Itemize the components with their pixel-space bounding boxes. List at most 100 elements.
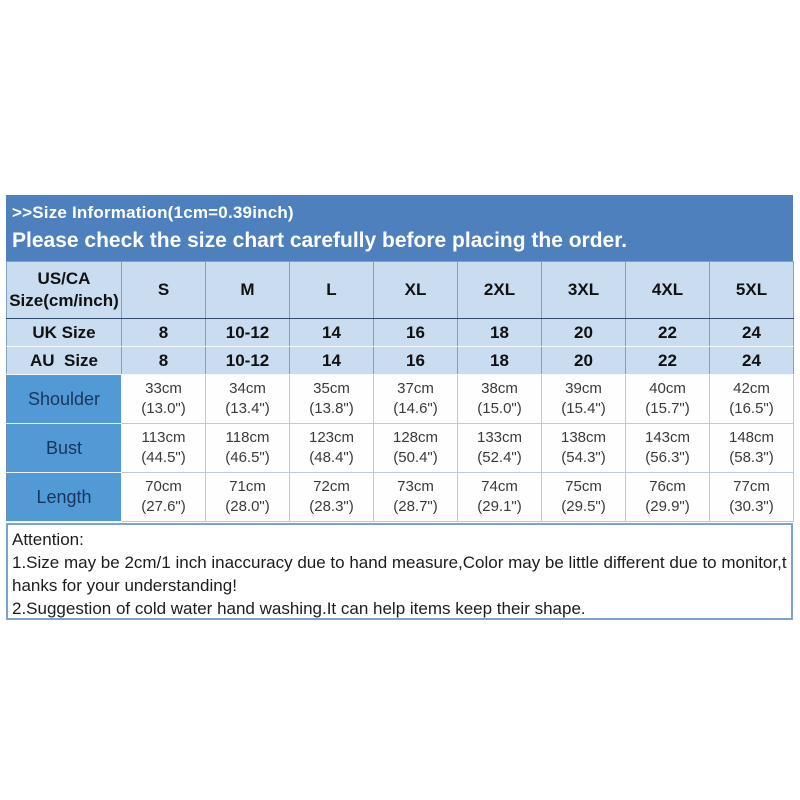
measure-cm: 148cm <box>728 429 775 446</box>
size-cell: 16 <box>373 318 458 347</box>
measure-cm: 113cm <box>141 429 186 446</box>
size-cell: 24 <box>709 318 794 347</box>
measure-cm: 35cm <box>313 380 350 397</box>
size-cell: 24 <box>709 346 794 375</box>
measure-cell: 74cm (29.1") <box>457 472 542 522</box>
measure-cell: 143cm (56.3") <box>625 423 710 473</box>
measure-cell: 37cm (14.6") <box>373 374 458 424</box>
size-cell: 16 <box>373 346 458 375</box>
measure-inch: (56.3") <box>645 449 690 466</box>
measure-cm: 128cm <box>392 429 439 446</box>
measure-inch: (29.9") <box>645 498 690 515</box>
measure-cm: 133cm <box>476 429 523 446</box>
size-information-title: >>Size Information(1cm=0.39inch) <box>12 203 294 222</box>
bust-row: Bust 113cm (44.5") 118cm (46.5") 123cm (48.… <box>6 423 794 473</box>
measure-cell: 35cm (13.8") <box>289 374 374 424</box>
measure-cell: 118cm (46.5") <box>205 423 290 473</box>
length-row: Length 70cm (27.6") 71cm (28.0") 72cm (28.3… <box>6 472 794 522</box>
row-label-uk-size: UK Size <box>6 318 122 347</box>
measure-inch: (13.4") <box>225 400 270 417</box>
attention-line-3: 2.Suggestion of cold water hand washing.… <box>12 599 586 618</box>
measure-inch: (15.4") <box>561 400 606 417</box>
attention-note: Attention: 1.Size may be 2cm/1 inch inac… <box>6 523 793 620</box>
measure-inch: (54.3") <box>561 449 606 466</box>
measure-cm: 138cm <box>560 429 607 446</box>
measure-inch: (58.3") <box>729 449 774 466</box>
measure-cm: 118cm <box>225 429 270 446</box>
measure-cm: 76cm <box>649 478 686 495</box>
size-cell: 10-12 <box>205 346 290 375</box>
measure-cell: 39cm (15.4") <box>541 374 626 424</box>
row-label-shoulder: Shoulder <box>6 374 122 424</box>
size-cell: 18 <box>457 346 542 375</box>
measure-cell: 77cm (30.3") <box>709 472 794 522</box>
measure-cell: 38cm (15.0") <box>457 374 542 424</box>
measure-cm: 75cm <box>565 478 602 495</box>
measure-cell: 73cm (28.7") <box>373 472 458 522</box>
measure-cell: 33cm (13.0") <box>121 374 206 424</box>
attention-line-1: 1.Size may be 2cm/1 inch inaccuracy due … <box>12 553 787 572</box>
measure-cell: 75cm (29.5") <box>541 472 626 522</box>
measure-cm: 72cm <box>313 478 350 495</box>
measure-inch: (46.5") <box>225 449 270 466</box>
measure-inch: (13.0") <box>141 400 186 417</box>
measure-inch: (44.5") <box>141 449 186 466</box>
shoulder-row: Shoulder 33cm (13.0") 34cm (13.4") 35cm (13… <box>6 374 794 424</box>
size-cell: 22 <box>625 318 710 347</box>
header-cell-size: M <box>205 261 290 319</box>
size-chart-warning: Please check the size chart carefully be… <box>12 229 628 252</box>
measure-cm: 33cm <box>145 380 182 397</box>
attention-line-2: hanks for your understanding! <box>12 576 237 595</box>
measure-inch: (28.0") <box>225 498 270 515</box>
row-label-bust: Bust <box>6 423 122 473</box>
measure-cell: 34cm (13.4") <box>205 374 290 424</box>
size-cell: 8 <box>121 318 206 347</box>
measure-cell: 128cm (50.4") <box>373 423 458 473</box>
measure-inch: (27.6") <box>141 498 186 515</box>
size-cell: 10-12 <box>205 318 290 347</box>
uk-size-row: UK Size 8 10-12 14 16 18 20 22 24 <box>6 318 794 347</box>
measure-cm: 71cm <box>229 478 266 495</box>
size-chart-panel: >>Size Information(1cm=0.39inch) Please … <box>6 195 794 620</box>
measure-cm: 39cm <box>565 380 602 397</box>
info-banner: >>Size Information(1cm=0.39inch) Please … <box>6 195 793 261</box>
header-cell-size: 4XL <box>625 261 710 319</box>
measure-inch: (28.7") <box>393 498 438 515</box>
measure-cell: 76cm (29.9") <box>625 472 710 522</box>
measure-cm: 77cm <box>733 478 770 495</box>
measure-inch: (48.4") <box>309 449 354 466</box>
header-cell-size: 3XL <box>541 261 626 319</box>
measure-cell: 42cm (16.5") <box>709 374 794 424</box>
attention-heading: Attention: <box>12 530 84 549</box>
size-cell: 8 <box>121 346 206 375</box>
measure-cell: 138cm (54.3") <box>541 423 626 473</box>
measure-cm: 123cm <box>308 429 355 446</box>
row-label-au-size: AU Size <box>6 346 122 375</box>
measure-inch: (15.7") <box>645 400 690 417</box>
measure-inch: (14.6") <box>393 400 438 417</box>
measure-inch: (29.1") <box>477 498 522 515</box>
measure-cell: 123cm (48.4") <box>289 423 374 473</box>
header-cell-size: 5XL <box>709 261 794 319</box>
measure-cm: 143cm <box>644 429 691 446</box>
measure-cell: 40cm (15.7") <box>625 374 710 424</box>
measure-cell: 70cm (27.6") <box>121 472 206 522</box>
header-cell-size: XL <box>373 261 458 319</box>
measure-cell: 71cm (28.0") <box>205 472 290 522</box>
measure-cm: 74cm <box>481 478 518 495</box>
size-cell: 14 <box>289 318 374 347</box>
header-cell-size: L <box>289 261 374 319</box>
header-cell-size: S <box>121 261 206 319</box>
header-cell-size: 2XL <box>457 261 542 319</box>
measure-inch: (15.0") <box>477 400 522 417</box>
measure-inch: (29.5") <box>561 498 606 515</box>
table-header-row: US/CA Size(cm/inch) S M L XL 2XL 3XL 4XL… <box>6 261 794 319</box>
measure-inch: (30.3") <box>729 498 774 515</box>
measure-cm: 70cm <box>145 478 182 495</box>
size-cell: 20 <box>541 346 626 375</box>
measure-cm: 73cm <box>397 478 434 495</box>
measure-inch: (50.4") <box>393 449 438 466</box>
row-label-length: Length <box>6 472 122 522</box>
au-size-row: AU Size 8 10-12 14 16 18 20 22 24 <box>6 346 794 375</box>
measure-cm: 42cm <box>733 380 770 397</box>
